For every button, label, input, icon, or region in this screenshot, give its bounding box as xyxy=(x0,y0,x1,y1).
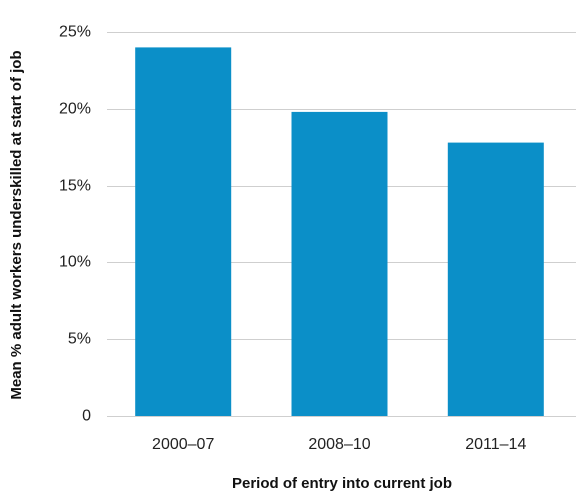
y-axis-tick-labels: 0 5% 10% 15% 20% 25% xyxy=(59,24,91,425)
y-axis-title: Mean % adult workers underskilled at sta… xyxy=(8,50,25,399)
y-tick-label: 0 xyxy=(82,408,91,425)
bars xyxy=(135,47,544,417)
y-tick-label: 15% xyxy=(59,178,91,195)
bar xyxy=(135,47,232,417)
x-tick-label: 2008–10 xyxy=(308,436,370,453)
y-tick-label: 25% xyxy=(59,24,91,41)
x-tick-label: 2000–07 xyxy=(152,436,214,453)
x-axis-title: Period of entry into current job xyxy=(232,475,452,492)
y-tick-label: 20% xyxy=(59,101,91,118)
y-tick-label: 5% xyxy=(68,331,91,348)
bar xyxy=(291,111,388,417)
x-axis-tick-labels: 2000–07 2008–10 2011–14 xyxy=(152,436,526,453)
x-tick-label: 2011–14 xyxy=(465,436,526,453)
bar xyxy=(447,142,544,416)
y-tick-label: 10% xyxy=(59,254,91,271)
